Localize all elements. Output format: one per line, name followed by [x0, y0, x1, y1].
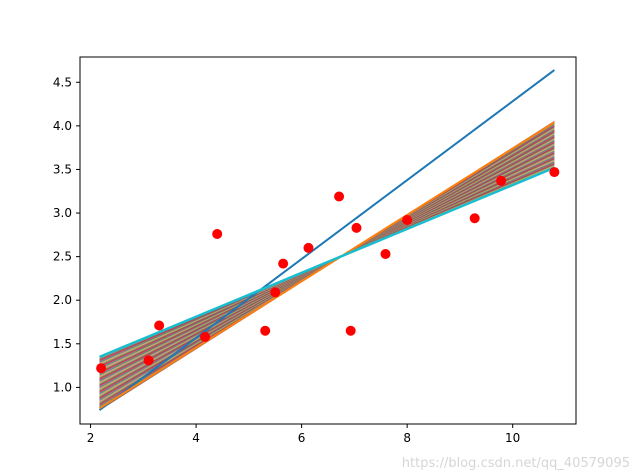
- x-tick-label: 8: [403, 431, 411, 445]
- y-tick-label: 4.0: [53, 119, 72, 133]
- y-tick-label: 3.0: [53, 206, 72, 220]
- y-tick-label: 1.0: [53, 380, 72, 394]
- watermark-text: https://blog.csdn.net/qq_40579095: [401, 456, 630, 471]
- x-tick-label: 10: [505, 431, 520, 445]
- scatter-points: [96, 167, 560, 374]
- fit-line-orange: [98, 121, 555, 410]
- x-axis: 2 4 6 8 10: [87, 424, 520, 445]
- y-tick-label: 2.5: [53, 250, 72, 264]
- x-tick-label: 2: [87, 431, 95, 445]
- data-point: [469, 213, 480, 224]
- y-tick-label: 1.5: [53, 337, 72, 351]
- plot-frame: [79, 56, 577, 425]
- data-point: [212, 228, 223, 239]
- data-point: [402, 215, 413, 226]
- data-point: [303, 242, 314, 253]
- x-tick-label: 4: [192, 431, 200, 445]
- data-point: [334, 191, 345, 202]
- y-axis: 1.0 1.5 2.0 2.5 3.0 3.5 4.0 4.5: [53, 75, 80, 394]
- x-tick-label: 6: [298, 431, 306, 445]
- y-tick-label: 2.0: [53, 293, 72, 307]
- data-point: [200, 331, 211, 342]
- fit-lines: [98, 69, 555, 411]
- data-point: [345, 325, 356, 336]
- data-point: [96, 363, 107, 374]
- data-point: [380, 249, 391, 260]
- data-point: [154, 320, 165, 331]
- fit-line-cyan: [99, 166, 555, 359]
- data-point: [260, 325, 271, 336]
- data-point: [549, 167, 560, 178]
- data-point: [270, 287, 281, 298]
- fit-line-blue: [98, 69, 555, 411]
- data-point: [278, 258, 289, 269]
- y-tick-label: 4.5: [53, 75, 72, 89]
- y-tick-label: 3.5: [53, 162, 72, 176]
- data-point: [143, 355, 154, 366]
- data-point: [496, 175, 507, 186]
- data-point: [351, 222, 362, 233]
